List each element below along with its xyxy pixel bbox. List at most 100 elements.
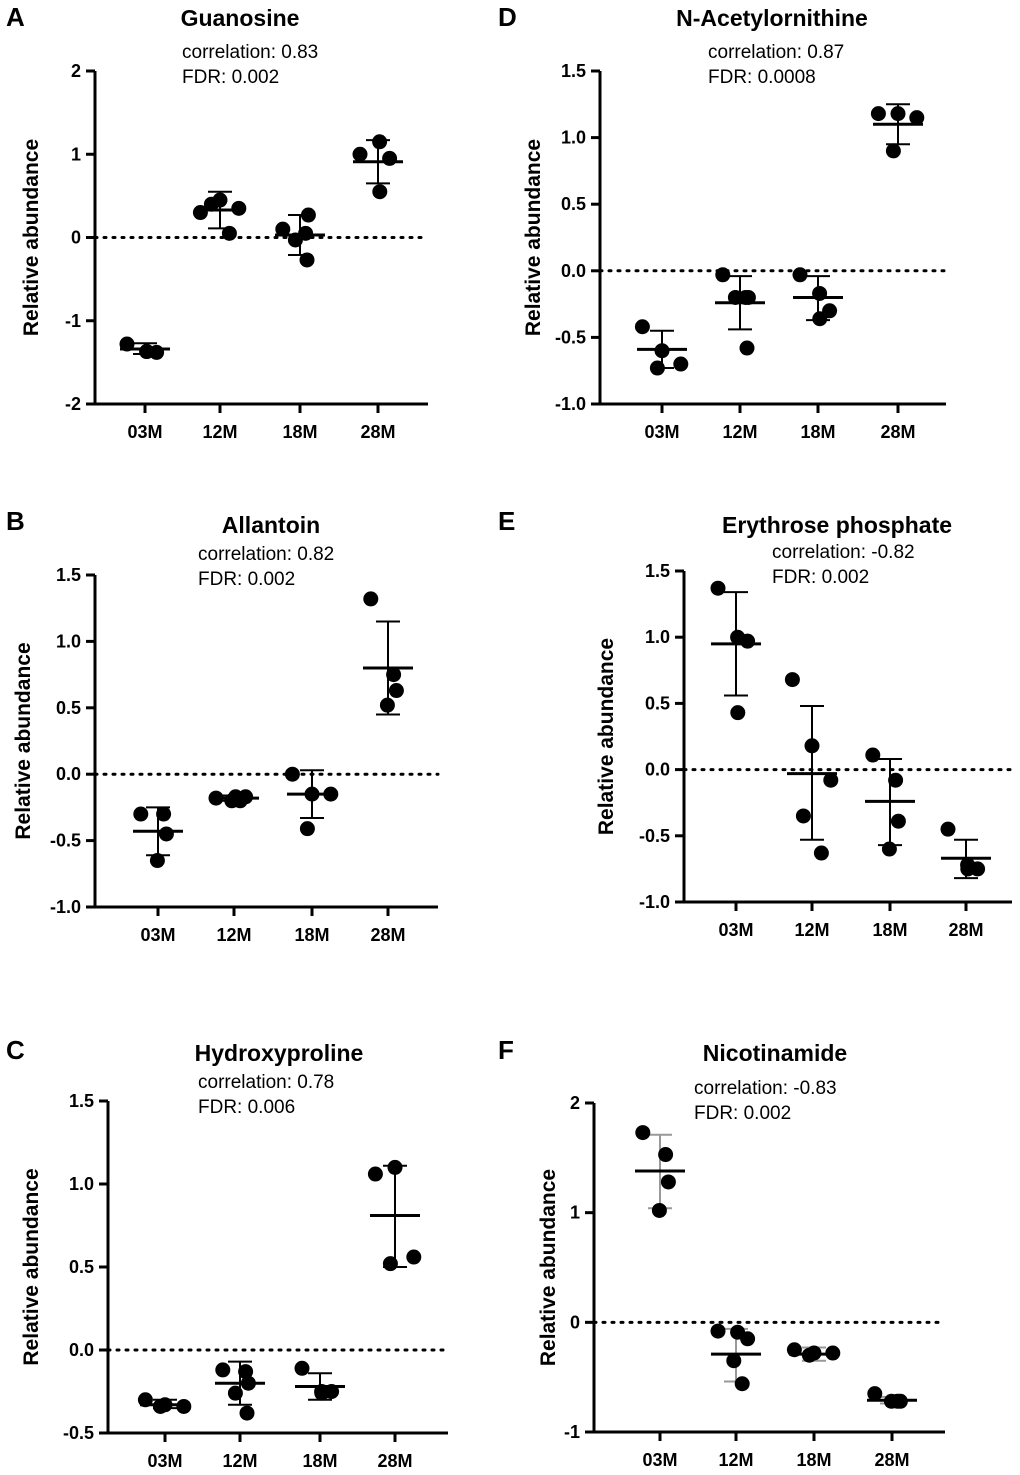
- y-tick-label: 1: [71, 144, 81, 164]
- data-point: [813, 845, 829, 861]
- chart-title: Guanosine: [180, 5, 300, 31]
- x-tick-label: 12M: [794, 920, 829, 940]
- y-tick-label: -0.5: [639, 826, 670, 846]
- y-tick-label: 2: [71, 61, 81, 81]
- chart-title: Nicotinamide: [702, 1040, 848, 1066]
- data-point: [215, 1362, 231, 1378]
- data-point: [865, 747, 881, 763]
- data-point: [727, 289, 743, 305]
- data-point: [660, 1174, 676, 1190]
- y-tick-label: 0.5: [645, 693, 670, 713]
- x-tick-label: 18M: [282, 422, 317, 442]
- x-tick-label: 28M: [360, 422, 395, 442]
- correlation-text: correlation: 0.87: [708, 42, 845, 63]
- data-point: [227, 1385, 243, 1401]
- y-tick-label: 0.5: [56, 698, 81, 718]
- data-point: [231, 200, 247, 216]
- data-point: [730, 705, 746, 721]
- data-point: [382, 1256, 398, 1272]
- data-point: [909, 110, 925, 126]
- panel-letter: B: [6, 506, 25, 536]
- data-point: [715, 267, 731, 283]
- data-point: [801, 1347, 817, 1363]
- data-point: [158, 826, 174, 842]
- chart-title: Erythrose phosphate: [721, 512, 953, 538]
- data-point: [119, 336, 135, 352]
- y-tick-label: -0.5: [50, 831, 81, 851]
- data-point: [658, 1147, 674, 1163]
- data-point: [352, 146, 368, 162]
- data-point: [651, 1202, 667, 1218]
- data-point: [885, 143, 901, 159]
- data-point: [784, 672, 800, 688]
- correlation-text: correlation: -0.83: [694, 1078, 837, 1099]
- y-tick-label: 1.5: [561, 61, 586, 81]
- fdr-text: FDR: 0.0008: [708, 67, 816, 88]
- x-tick-label: 12M: [216, 925, 251, 945]
- x-tick-label: 12M: [718, 1450, 753, 1470]
- x-tick-label: 18M: [302, 1451, 337, 1471]
- y-axis-title: Relative abundance: [595, 638, 618, 835]
- y-tick-label: 0.0: [69, 1340, 94, 1360]
- data-point: [323, 786, 339, 802]
- data-point: [635, 1125, 651, 1141]
- x-tick-label: 18M: [294, 925, 329, 945]
- x-tick-label: 18M: [800, 422, 835, 442]
- data-point: [740, 633, 756, 649]
- data-point: [149, 853, 165, 869]
- data-point: [221, 225, 237, 241]
- y-tick-label: 1.0: [561, 128, 586, 148]
- fdr-text: FDR: 0.002: [198, 569, 296, 590]
- x-tick-label: 28M: [370, 925, 405, 945]
- data-point: [881, 841, 897, 857]
- data-point: [203, 196, 219, 212]
- data-point: [740, 1331, 756, 1347]
- data-point: [382, 150, 398, 166]
- y-axis-title: Relative abundance: [20, 1168, 43, 1365]
- panel-letter: C: [6, 1035, 25, 1065]
- x-tick-label: 03M: [718, 920, 753, 940]
- data-point: [192, 205, 208, 221]
- y-tick-label: 0: [570, 1312, 580, 1332]
- data-point: [372, 134, 388, 150]
- data-point: [240, 1375, 256, 1391]
- data-point: [379, 697, 395, 713]
- y-tick-label: 1.5: [69, 1091, 94, 1111]
- data-point: [304, 786, 320, 802]
- y-tick-label: 1.0: [645, 627, 670, 647]
- data-point: [232, 793, 248, 809]
- chart-title: N-Acetylornithine: [676, 5, 868, 31]
- data-point: [649, 360, 665, 376]
- data-point: [139, 344, 155, 360]
- data-point: [299, 821, 315, 837]
- x-tick-label: 03M: [642, 1450, 677, 1470]
- data-point: [890, 813, 906, 829]
- x-tick-label: 03M: [127, 422, 162, 442]
- x-tick-label: 03M: [147, 1451, 182, 1471]
- y-tick-label: -0.5: [63, 1423, 94, 1443]
- data-point: [734, 1376, 750, 1392]
- x-tick-label: 18M: [796, 1450, 831, 1470]
- data-point: [156, 806, 172, 822]
- data-point: [795, 808, 811, 824]
- y-axis-title: Relative abundance: [522, 139, 545, 336]
- y-tick-label: -0.5: [555, 327, 586, 347]
- data-point: [294, 1360, 310, 1376]
- y-axis-title: Relative abundance: [537, 1169, 560, 1366]
- data-point: [812, 311, 828, 327]
- data-point: [825, 1345, 841, 1361]
- y-tick-label: 0.0: [645, 760, 670, 780]
- data-point: [940, 821, 956, 837]
- x-tick-label: 03M: [644, 422, 679, 442]
- data-point: [299, 252, 315, 268]
- data-point: [238, 1364, 254, 1380]
- y-tick-label: 0.0: [56, 764, 81, 784]
- panel-letter: E: [498, 506, 516, 536]
- data-point: [739, 340, 755, 356]
- correlation-text: correlation: 0.83: [182, 42, 319, 63]
